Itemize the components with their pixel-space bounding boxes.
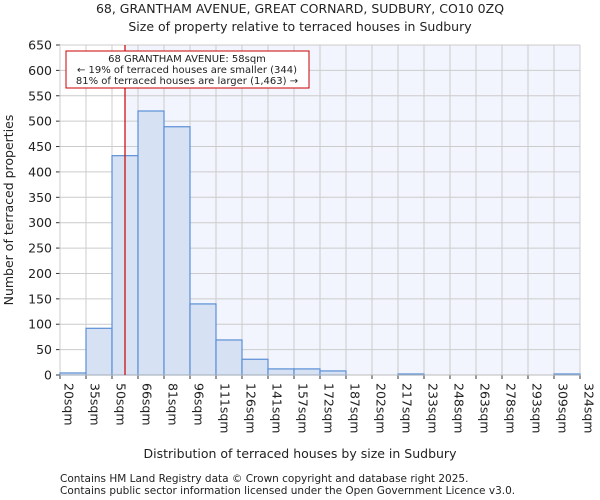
y-tick-label: 400: [28, 164, 52, 179]
histogram-bar: [215, 339, 243, 376]
x-tick-label: 187sqm: [348, 383, 363, 433]
y-tick-label: 0: [44, 368, 52, 383]
y-tick-label: 600: [28, 63, 52, 78]
x-tick-label: 20sqm: [62, 383, 77, 426]
annotation-line-2: ← 19% of terraced houses are smaller (34…: [77, 65, 297, 76]
y-tick-label: 50: [36, 342, 52, 357]
y-tick-label: 250: [28, 241, 52, 256]
x-tick-label: 324sqm: [582, 383, 597, 433]
footer-line-2: Contains public sector information licen…: [60, 485, 515, 497]
y-axis-label: Number of terraced properties: [1, 115, 16, 306]
y-tick-label: 650: [28, 38, 52, 53]
x-tick-label: 157sqm: [296, 383, 311, 433]
y-tick-label: 450: [28, 139, 52, 154]
annotation-box: [65, 50, 310, 89]
y-tick-label: 300: [28, 215, 52, 230]
histogram-bar: [163, 126, 191, 376]
x-tick-label: 217sqm: [400, 383, 415, 433]
x-tick-label: 278sqm: [504, 383, 519, 433]
y-tick-label: 200: [28, 266, 52, 281]
histogram-bar: [137, 110, 165, 376]
y-tick-label: 150: [28, 291, 52, 306]
footer-line-1: Contains HM Land Registry data © Crown c…: [60, 473, 468, 485]
x-tick-label: 293sqm: [530, 383, 545, 433]
annotation-line-1: 68 GRANTHAM AVENUE: 58sqm: [108, 54, 266, 65]
histogram-bar: [85, 327, 113, 376]
histogram-bar: [189, 303, 217, 376]
annotation-line-3: 81% of terraced houses are larger (1,463…: [76, 76, 298, 87]
x-tick-label: 233sqm: [426, 383, 441, 433]
x-tick-label: 50sqm: [114, 383, 129, 426]
x-tick-label: 35sqm: [88, 383, 103, 426]
chart-title: 68, GRANTHAM AVENUE, GREAT CORNARD, SUDB…: [96, 1, 504, 16]
y-tick-label: 100: [28, 317, 52, 332]
y-tick-label: 550: [28, 88, 52, 103]
x-tick-label: 202sqm: [374, 383, 389, 433]
x-tick-label: 248sqm: [452, 383, 467, 433]
x-tick-label: 172sqm: [322, 383, 337, 433]
x-tick-label: 111sqm: [218, 383, 233, 433]
x-tick-label: 66sqm: [140, 383, 155, 426]
y-tick-label: 500: [28, 114, 52, 129]
x-tick-label: 309sqm: [556, 383, 571, 433]
histogram-bar: [293, 368, 321, 376]
histogram-bar: [241, 358, 269, 376]
histogram-bar: [319, 370, 347, 376]
x-axis-label: Distribution of terraced houses by size …: [144, 446, 458, 461]
y-tick-label: 350: [28, 190, 52, 205]
x-tick-label: 81sqm: [166, 383, 181, 426]
x-tick-label: 141sqm: [270, 383, 285, 433]
histogram-bar: [267, 368, 295, 376]
x-tick-label: 263sqm: [478, 383, 493, 433]
x-tick-label: 126sqm: [244, 383, 259, 433]
chart-subtitle: Size of property relative to terraced ho…: [128, 19, 472, 34]
x-tick-label: 96sqm: [192, 383, 207, 426]
